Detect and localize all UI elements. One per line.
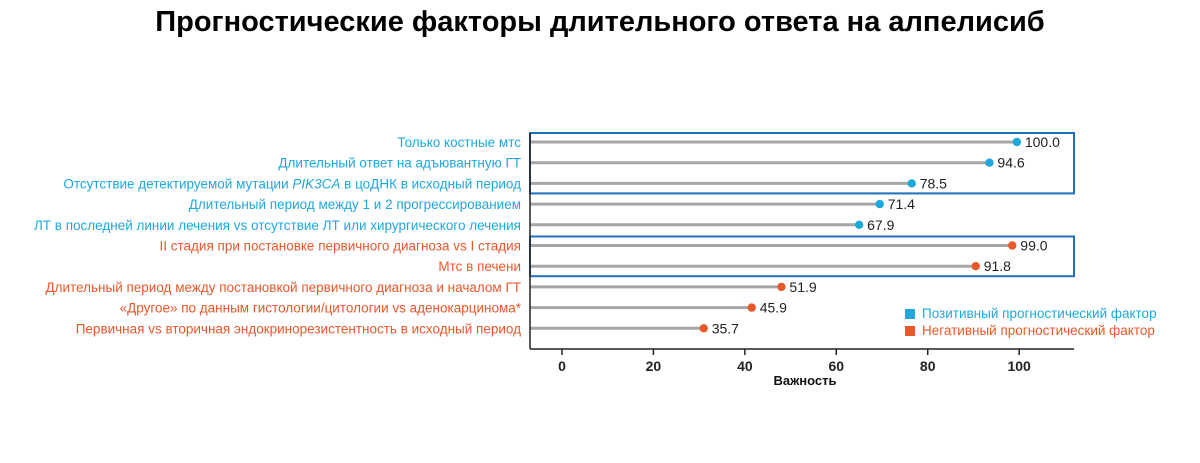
category-label-7: Длительный период между постановкой перв… xyxy=(45,280,521,295)
point-9 xyxy=(699,324,708,333)
point-2 xyxy=(907,179,916,188)
point-4 xyxy=(854,220,864,229)
category-label-0: Только костные мтс xyxy=(397,135,521,150)
x-axis: 0 20 40 60 80 100 Важность xyxy=(529,133,1074,388)
point-5 xyxy=(1008,241,1017,250)
x-tick-label-3: 60 xyxy=(828,358,844,374)
value-label-2: 78.5 xyxy=(920,175,947,191)
category-label-6: Мтс в печени xyxy=(438,259,521,274)
point-7 xyxy=(777,282,786,292)
legend: Позитивный прогностический фактор Негатив… xyxy=(905,306,1157,338)
value-labels-group: 100.094.6 78.5 71.4 67.9 99.0 91.8 51.945.9 35.… xyxy=(712,134,1060,336)
value-label-7: 51.9 xyxy=(789,279,816,295)
point-8 xyxy=(747,303,756,312)
x-tick-label-4: 80 xyxy=(920,358,936,374)
value-label-1: 94.6 xyxy=(997,155,1024,171)
category-label-4: ЛТ в последней линии лечения vs отсутств… xyxy=(34,218,521,233)
legend-swatch-negative xyxy=(905,326,915,336)
value-label-4: 67.9 xyxy=(867,217,894,233)
point-0 xyxy=(1012,137,1022,147)
category-label-5: II стадия при постановке первичного диаг… xyxy=(160,239,522,254)
category-labels-group: Только костные мтс Длительный ответ на ад… xyxy=(34,135,522,336)
legend-label-positive: Позитивный прогностический фактор xyxy=(922,306,1157,321)
page-title: Прогностические факторы длительного отве… xyxy=(155,6,1045,38)
value-label-6: 91.8 xyxy=(984,258,1011,274)
stems-group xyxy=(530,140,1017,330)
category-label-3: Длительный период между 1 и 2 прогрессир… xyxy=(189,197,521,212)
point-1 xyxy=(985,158,994,167)
x-tick-label-1: 20 xyxy=(646,358,662,374)
category-label-8: «Другое» по данным гистологии/цитологии … xyxy=(120,301,522,316)
category-label-9: Первичная vs вторичная эндокринорезистен… xyxy=(76,321,521,336)
value-label-9: 35.7 xyxy=(712,320,739,336)
x-tick-label-0: 0 xyxy=(558,358,566,374)
value-label-3: 71.4 xyxy=(888,196,915,212)
legend-swatch-positive xyxy=(905,309,915,319)
point-3 xyxy=(875,199,884,209)
category-label-2: Отсутствие детектируемой мутации PIK3CA … xyxy=(63,176,521,191)
value-label-5: 99.0 xyxy=(1020,238,1047,254)
x-tick-label-5: 100 xyxy=(1007,358,1031,374)
x-axis-title: Важность xyxy=(773,373,836,388)
dots-group xyxy=(699,137,1022,333)
x-tick-label-2: 40 xyxy=(737,358,753,374)
value-label-0: 100.0 xyxy=(1025,134,1060,150)
category-label-1: Длительный ответ на адъювантную ГТ xyxy=(278,156,521,171)
value-label-8: 45.9 xyxy=(760,300,787,316)
legend-label-negative: Негативный прогностический фактор xyxy=(922,323,1155,338)
point-6 xyxy=(971,262,980,271)
